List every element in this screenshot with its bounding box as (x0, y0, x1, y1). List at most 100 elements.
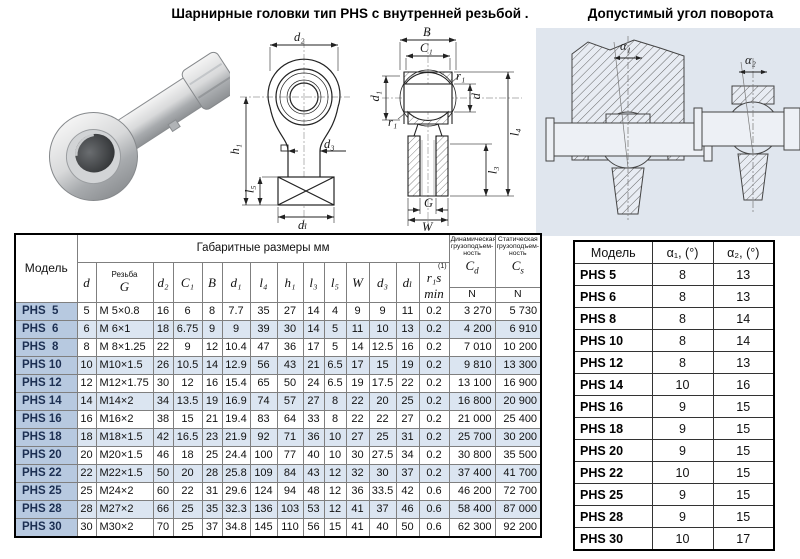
value-cell: 17.5 (368, 374, 397, 393)
value-cell: 40 (302, 446, 325, 465)
a1-cell: 8 (651, 329, 714, 352)
unit-n-dynamic: N (448, 287, 496, 303)
value-cell: 56 (302, 518, 325, 538)
value-cell: 20 (76, 446, 97, 465)
model-cell: PHS 16 (573, 395, 653, 418)
dim-label-r1-top: r₁ (456, 69, 466, 83)
a2-cell: 14 (712, 307, 775, 330)
value-cell: 19 (395, 356, 420, 375)
value-cell: 56 (249, 356, 278, 375)
value-cell: 25 (201, 446, 223, 465)
model-cell: PHS 25 (573, 483, 653, 506)
a1-cell: 9 (651, 505, 714, 528)
value-cell: 9 (201, 320, 223, 339)
value-cell: 22 (152, 338, 174, 357)
value-cell: 36 (302, 428, 325, 447)
value-cell: M 6×1 (95, 320, 154, 339)
value-cell: 50 (276, 374, 304, 393)
value-cell: M14×2 (95, 392, 154, 411)
value-cell: 34 (152, 392, 174, 411)
value-cell: 42 (395, 482, 420, 501)
value-cell: 16 (152, 302, 174, 321)
value-cell: 30 200 (494, 428, 542, 447)
value-cell: 40 (368, 518, 397, 538)
dim-label-b: B (423, 25, 431, 39)
value-cell: 31 (395, 428, 420, 447)
value-cell: 0.2 (418, 446, 450, 465)
value-cell: 30 (152, 374, 174, 393)
value-cell: 19 (345, 374, 370, 393)
dim-label-d: d (468, 93, 483, 100)
value-cell: 25.8 (221, 464, 251, 483)
value-cell: 92 (249, 428, 278, 447)
value-cell: 25 700 (448, 428, 496, 447)
value-cell: 103 (276, 500, 304, 519)
thread-label: Резьба (111, 269, 138, 279)
value-cell: 136 (249, 500, 278, 519)
table-row: PHS 18 18 M18×1.5 42 16.5 23 21.9 92 71 36 10 27 25 3… (14, 428, 542, 447)
value-cell: 8 (323, 410, 347, 429)
value-cell: 36 (276, 338, 304, 357)
table-header-row-1: Модель Габаритные размеры мм Динамическа… (14, 233, 542, 303)
value-cell: 34.8 (221, 518, 251, 538)
value-cell: 11 (345, 320, 370, 339)
dim-label-g: G (424, 196, 434, 210)
value-cell: 12 (323, 500, 347, 519)
value-cell: 94 (276, 482, 304, 501)
a2-cell: 16 (712, 373, 775, 396)
model-cell: PHS 22 (573, 461, 653, 484)
value-cell: 50 (395, 518, 420, 538)
value-cell: 20 (368, 392, 397, 411)
value-cell: 24.4 (221, 446, 251, 465)
angle-section-title: Допустимый угол поворота (587, 6, 774, 21)
a1-cell: 9 (651, 417, 714, 440)
front-view-lines (240, 41, 350, 227)
table-row: PHS 18 9 15 (573, 417, 775, 440)
value-cell: 12.5 (368, 338, 397, 357)
model-cell: PHS 20 (573, 439, 653, 462)
value-cell: 26 (152, 356, 174, 375)
value-cell: 70 (152, 518, 174, 538)
value-cell: 5 (323, 320, 347, 339)
value-cell: 14 (302, 320, 325, 339)
value-cell: 32 (345, 464, 370, 483)
value-cell: 18 (172, 446, 203, 465)
a1-cell: 8 (651, 263, 714, 286)
value-cell: 6.5 (323, 356, 347, 375)
value-cell: 22 (368, 410, 397, 429)
value-cell: 9 (172, 338, 203, 357)
a2-cell: 15 (712, 439, 775, 462)
value-cell: 27 (345, 428, 370, 447)
dim-label-l5: l₅ (242, 185, 257, 194)
value-cell: 41 (345, 518, 370, 538)
table-row: PHS 22 22 M22×1.5 50 20 28 25.8 109 84 43 12 32 30 37… (14, 464, 542, 483)
value-cell: 48 (302, 482, 325, 501)
model-cell: PHS 30 (573, 527, 653, 551)
value-cell: 65 (249, 374, 278, 393)
value-cell: 12 (201, 338, 223, 357)
header-col-l5: l₅ (323, 262, 347, 303)
header-col-w: W (345, 262, 370, 303)
value-cell: 77 (276, 446, 304, 465)
value-cell: 64 (276, 410, 304, 429)
model-cell: PHS 6 (573, 285, 653, 308)
model-cell: PHS 16 (14, 410, 78, 429)
value-cell: 16 (76, 410, 97, 429)
value-cell: 60 (152, 482, 174, 501)
value-cell: 22 (395, 374, 420, 393)
dim-label-d2: d₂ (294, 30, 305, 44)
value-cell: 35 (249, 302, 278, 321)
value-cell: 30 (368, 464, 397, 483)
table-row: PHS 8 8 14 (573, 307, 775, 330)
value-cell: 39 (249, 320, 278, 339)
value-cell: 30 800 (448, 446, 496, 465)
value-cell: 42 (152, 428, 174, 447)
side-view-lines (382, 30, 522, 230)
header-col-d1: d₁ (221, 262, 251, 303)
value-cell: 15.4 (221, 374, 251, 393)
model-cell: PHS 8 (14, 338, 78, 357)
value-cell: 24 (302, 374, 325, 393)
value-cell: 13 100 (448, 374, 496, 393)
a1-cell: 10 (651, 373, 714, 396)
value-cell: 43 (302, 464, 325, 483)
